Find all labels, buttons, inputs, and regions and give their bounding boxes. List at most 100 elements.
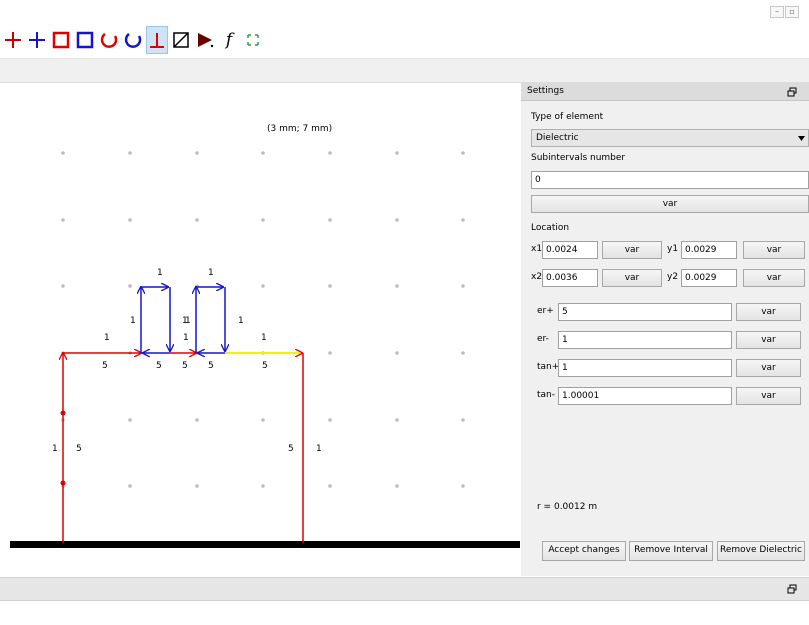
grid-dot	[61, 218, 65, 222]
red-node	[60, 480, 66, 486]
segment-label: 1	[238, 316, 244, 326]
restore-button[interactable]: ▫	[785, 6, 799, 18]
drawing-canvas[interactable]: (3 mm; 7 mm) 1 1 1 1 1 1 1 1 1 5 5 5 5 5…	[10, 83, 520, 576]
grid-dots	[61, 151, 465, 488]
chevron-down-icon	[798, 136, 805, 141]
y2-var-button[interactable]: var	[743, 269, 805, 287]
tan-plus-input[interactable]: 1	[558, 359, 732, 377]
function-tool[interactable]: f	[218, 26, 240, 54]
play-marker-tool[interactable]	[194, 26, 216, 54]
grid-dot	[261, 484, 265, 488]
title-bar: – ▫	[0, 0, 809, 22]
remove-interval-button[interactable]: Remove Interval	[629, 541, 713, 561]
rectangle-blue-icon	[76, 31, 94, 49]
add-node-blue-tool[interactable]	[26, 26, 48, 54]
segment-label: 1	[182, 316, 188, 326]
function-icon: f	[225, 30, 233, 50]
accept-changes-button[interactable]: Accept changes	[542, 541, 626, 561]
grid-dot	[461, 284, 465, 288]
grid-dot	[328, 484, 332, 488]
grid-dot	[461, 351, 465, 355]
canvas-svg[interactable]: (3 mm; 7 mm) 1 1 1 1 1 1 1 1 1 5 5 5 5 5…	[10, 83, 520, 576]
settings-panel: Settings Type of element Dielectric Subi…	[521, 83, 809, 576]
add-node-red-tool[interactable]	[2, 26, 24, 54]
plus-red-icon	[5, 32, 21, 48]
subintervals-label: Subintervals number	[531, 153, 626, 163]
x1-label: x1	[531, 244, 543, 254]
er-plus-input[interactable]: 5	[558, 303, 732, 321]
x1-input[interactable]: 0.0024	[542, 241, 598, 259]
grid-dot	[461, 418, 465, 422]
expand-icon	[247, 34, 259, 46]
segment-label: 1	[208, 268, 214, 278]
play-triangle-icon	[198, 33, 214, 48]
x1-var-button[interactable]: var	[602, 241, 662, 259]
segment-label: 1	[185, 316, 191, 326]
x2-input[interactable]: 0.0036	[542, 269, 598, 287]
settings-title: Settings	[527, 86, 564, 96]
segment-label: 5	[288, 444, 294, 454]
perpendicular-icon	[150, 33, 164, 48]
grid-dot	[395, 418, 399, 422]
y1-label: y1	[667, 244, 679, 254]
tan-minus-input[interactable]: 1.00001	[558, 387, 732, 405]
circle-blue-tool[interactable]	[122, 26, 144, 54]
segment-label: 5	[182, 361, 188, 371]
expand-tool[interactable]	[242, 26, 264, 54]
grid-dot	[128, 151, 132, 155]
grid-dot	[395, 284, 399, 288]
circle-red-tool[interactable]	[98, 26, 120, 54]
segment-label: 1	[130, 316, 136, 326]
tan-plus-var-button[interactable]: var	[736, 359, 801, 377]
type-label: Type of element	[531, 112, 604, 122]
grid-dot	[461, 218, 465, 222]
type-select[interactable]: Dielectric	[531, 129, 809, 147]
er-minus-var-button[interactable]: var	[736, 331, 801, 349]
grid-dot	[395, 151, 399, 155]
grid-dot	[61, 151, 65, 155]
er-plus-var-button[interactable]: var	[736, 303, 801, 321]
remove-dielectric-button[interactable]: Remove Dielectric	[717, 541, 805, 561]
grid-dot	[195, 218, 199, 222]
subintervals-input[interactable]: 0	[531, 171, 809, 189]
rect-red-tool[interactable]	[50, 26, 72, 54]
grid-dot	[328, 218, 332, 222]
er-minus-input[interactable]: 1	[558, 331, 732, 349]
coordinate-readout: (3 mm; 7 mm)	[267, 124, 332, 134]
circle-red-icon	[100, 32, 118, 48]
er-minus-label: er-	[537, 334, 549, 344]
minimize-button[interactable]: –	[770, 6, 784, 18]
grid-dot	[328, 151, 332, 155]
red-node	[60, 410, 66, 416]
undock-icon[interactable]	[787, 584, 797, 594]
grid-dot	[395, 351, 399, 355]
er-plus-label: er+	[537, 306, 554, 316]
grid-dot	[261, 418, 265, 422]
y1-var-button[interactable]: var	[743, 241, 805, 259]
segment-label: 5	[102, 361, 108, 371]
grid-dot	[128, 284, 132, 288]
x2-label: x2	[531, 272, 543, 282]
undock-icon[interactable]	[787, 87, 797, 97]
rect-blue-tool[interactable]	[74, 26, 96, 54]
diagonal-box-tool[interactable]	[170, 26, 192, 54]
y1-input[interactable]: 0.0029	[681, 241, 737, 259]
grid-dot	[128, 484, 132, 488]
grid-dot	[195, 151, 199, 155]
grid-dot	[128, 418, 132, 422]
location-label: Location	[531, 223, 570, 233]
segment-label: 1	[183, 333, 189, 343]
grid-dot	[461, 151, 465, 155]
perpendicular-tool[interactable]	[146, 26, 168, 54]
toolbar: f	[0, 22, 809, 59]
segment-label: 5	[76, 444, 82, 454]
grid-dot	[195, 418, 199, 422]
x2-var-button[interactable]: var	[602, 269, 662, 287]
tan-minus-var-button[interactable]: var	[736, 387, 801, 405]
rectangle-red-icon	[52, 31, 70, 49]
y2-input[interactable]: 0.0029	[681, 269, 737, 287]
subintervals-var-button[interactable]: var	[531, 195, 809, 213]
tan-plus-label: tan+	[537, 362, 560, 372]
grid-dot	[328, 351, 332, 355]
segment-label: 5	[208, 361, 214, 371]
